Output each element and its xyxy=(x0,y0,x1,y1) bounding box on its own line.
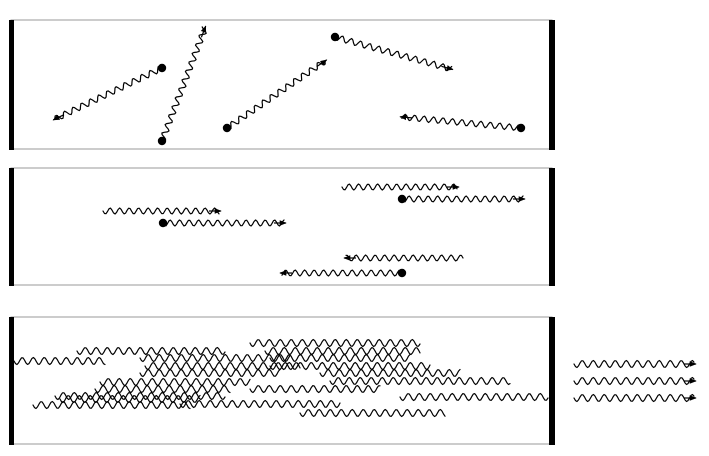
arrow-head xyxy=(316,59,328,68)
output-beam xyxy=(573,359,695,369)
panel-spontaneous-emission xyxy=(9,19,555,150)
coherent-wave xyxy=(319,368,461,378)
left-mirror xyxy=(9,168,14,286)
photon xyxy=(226,60,326,130)
arrow-head xyxy=(441,65,454,71)
output-beam xyxy=(573,376,695,386)
emitted-photon xyxy=(162,219,285,227)
right-mirror xyxy=(549,20,555,150)
incident-photon xyxy=(341,183,458,191)
excited-atom xyxy=(516,123,526,133)
coherent-wave xyxy=(32,400,191,410)
output-beam xyxy=(573,393,695,403)
photon xyxy=(54,65,163,120)
coherent-wave xyxy=(139,353,291,363)
left-mirror xyxy=(9,20,14,150)
excited-atom xyxy=(158,218,168,228)
coherent-wave xyxy=(249,384,381,394)
coherent-wave xyxy=(269,353,411,363)
left-mirror xyxy=(9,317,14,445)
photon xyxy=(161,26,207,142)
coherent-wave xyxy=(13,356,106,366)
coherent-wave xyxy=(179,399,341,409)
arrow-head xyxy=(52,114,65,121)
panel-laser-cavity xyxy=(9,316,697,445)
coherent-wave xyxy=(94,384,231,394)
excited-atom xyxy=(157,136,167,146)
arrow-head xyxy=(399,114,413,121)
right-mirror xyxy=(549,168,555,286)
coherent-wave xyxy=(249,338,421,348)
coherent-wave xyxy=(54,391,226,401)
coherent-wave xyxy=(264,346,421,356)
excited-atom xyxy=(397,268,407,278)
partial-mirror xyxy=(549,317,555,445)
arrow-head xyxy=(200,25,207,38)
panel-frame xyxy=(10,19,553,150)
coherent-wave xyxy=(139,368,281,378)
photon xyxy=(334,35,453,72)
coherent-wave xyxy=(59,394,201,404)
excited-atom xyxy=(330,32,340,42)
coherent-wave xyxy=(76,346,226,356)
coherent-wave xyxy=(144,361,301,371)
emitted-photon xyxy=(401,195,524,203)
panel-frame xyxy=(10,167,553,286)
emitted-photon xyxy=(281,269,403,277)
incident-photon xyxy=(102,207,220,215)
coherent-wave xyxy=(99,377,251,387)
excited-atom xyxy=(397,194,407,204)
panel-frame xyxy=(10,316,553,445)
coherent-wave xyxy=(299,408,446,418)
excited-atom xyxy=(222,123,232,133)
coherent-wave xyxy=(399,392,549,402)
excited-atom xyxy=(157,63,167,73)
incident-photon xyxy=(345,254,464,262)
panel-stimulated-emission xyxy=(9,167,555,286)
coherent-wave xyxy=(329,376,511,386)
photon xyxy=(401,113,522,131)
